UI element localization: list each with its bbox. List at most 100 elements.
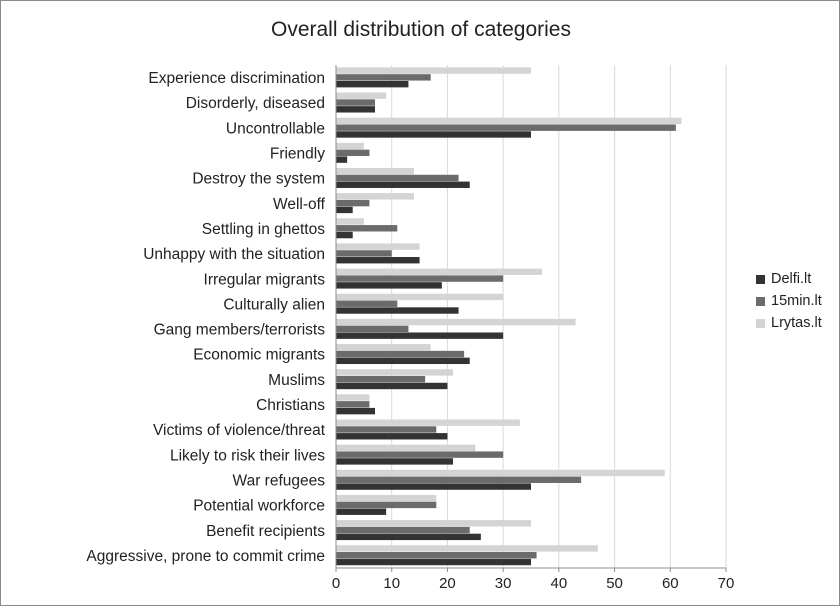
- category-label: Irregular migrants: [204, 271, 326, 288]
- bar-15min-lt-uncontrollable: [336, 124, 676, 131]
- bar-15min-lt-well-off: [336, 199, 370, 207]
- category-label: Settling in ghettos: [202, 221, 325, 238]
- bar-15min-lt-christians: [336, 401, 370, 408]
- legend-label: Delfi.lt: [771, 271, 812, 287]
- bar-15min-lt-unhappy-with-the-situation: [336, 250, 392, 257]
- bar-delfi-lt-potential-workforce: [336, 508, 387, 515]
- bar-delfi-lt-benefit-recipients: [336, 533, 481, 541]
- bar-15min-lt-irregular-migrants: [336, 275, 504, 282]
- bar-lrytas-lt-victims-of-violence-threat: [336, 419, 520, 426]
- bar-15min-lt-destroy-the-system: [336, 174, 459, 182]
- x-tick-label: 0: [332, 575, 340, 592]
- bars: [336, 67, 682, 566]
- bar-lrytas-lt-experience-discrimination: [336, 67, 531, 74]
- bar-delfi-lt-well-off: [336, 206, 353, 214]
- bar-delfi-lt-destroy-the-system: [336, 181, 470, 188]
- bar-delfi-lt-irregular-migrants: [336, 282, 442, 289]
- category-label: Uncontrollable: [226, 120, 325, 137]
- bar-lrytas-lt-benefit-recipients: [336, 520, 531, 527]
- x-tick-label: 30: [495, 575, 512, 592]
- x-tick-label: 10: [383, 575, 400, 592]
- category-label: Experience discrimination: [148, 70, 325, 87]
- category-labels: Experience discrimination Disorderly, dis…: [86, 70, 325, 565]
- bar-delfi-lt-war-refugees: [336, 483, 531, 490]
- x-tick-label: 50: [606, 575, 623, 592]
- legend-swatch: [756, 274, 765, 284]
- bar-15min-lt-disorderly-diseased: [336, 99, 375, 106]
- bar-15min-lt-benefit-recipients: [336, 526, 470, 534]
- bar-delfi-lt-settling-in-ghettos: [336, 231, 353, 239]
- bar-15min-lt-settling-in-ghettos: [336, 225, 398, 232]
- bar-15min-lt-likely-to-risk-their-lives: [336, 451, 504, 458]
- legend-label: 15min.lt: [771, 293, 822, 309]
- bar-delfi-lt-culturally-alien: [336, 307, 459, 314]
- bar-15min-lt-war-refugees: [336, 476, 582, 483]
- bar-lrytas-lt-uncontrollable: [336, 117, 682, 125]
- category-label: Muslims: [268, 372, 325, 389]
- bar-delfi-lt-disorderly-diseased: [336, 106, 375, 113]
- category-label: War refugees: [233, 472, 326, 489]
- bar-lrytas-lt-potential-workforce: [336, 494, 437, 502]
- bar-15min-lt-experience-discrimination: [336, 74, 431, 81]
- bar-15min-lt-potential-workforce: [336, 501, 437, 509]
- legend: Delfi.lt 15min.lt Lrytas.lt: [756, 268, 822, 334]
- x-tick-label: 60: [662, 575, 679, 592]
- bar-15min-lt-muslims: [336, 375, 426, 383]
- legend-label: Lrytas.lt: [771, 315, 822, 331]
- bar-delfi-lt-aggressive-prone-to-commit-crime: [336, 558, 531, 566]
- bar-delfi-lt-unhappy-with-the-situation: [336, 257, 420, 264]
- bar-lrytas-lt-gang-members-terrorists: [336, 318, 576, 326]
- bar-delfi-lt-friendly: [336, 156, 348, 163]
- bar-delfi-lt-experience-discrimination: [336, 80, 409, 88]
- bar-lrytas-lt-war-refugees: [336, 469, 665, 477]
- category-label: Well-off: [273, 196, 326, 213]
- bar-lrytas-lt-disorderly-diseased: [336, 92, 387, 99]
- bar-delfi-lt-likely-to-risk-their-lives: [336, 458, 453, 465]
- bar-delfi-lt-economic-migrants: [336, 357, 470, 365]
- bar-delfi-lt-christians: [336, 407, 375, 415]
- bar-15min-lt-culturally-alien: [336, 300, 398, 307]
- category-label: Economic migrants: [193, 347, 325, 364]
- category-label: Destroy the system: [192, 171, 325, 188]
- category-label: Victims of violence/threat: [153, 422, 326, 439]
- category-label: Potential workforce: [193, 498, 325, 515]
- bar-lrytas-lt-unhappy-with-the-situation: [336, 243, 420, 250]
- category-label: Gang members/terrorists: [154, 322, 326, 339]
- bar-lrytas-lt-irregular-migrants: [336, 268, 543, 275]
- category-label: Likely to risk their lives: [170, 447, 325, 464]
- legend-swatch: [756, 318, 765, 328]
- bar-lrytas-lt-culturally-alien: [336, 293, 504, 301]
- bar-lrytas-lt-aggressive-prone-to-commit-crime: [336, 545, 598, 552]
- gridlines: [391, 65, 727, 568]
- category-label: Christians: [256, 397, 325, 414]
- bar-lrytas-lt-likely-to-risk-their-lives: [336, 444, 476, 452]
- bar-15min-lt-victims-of-violence-threat: [336, 426, 437, 433]
- bar-lrytas-lt-well-off: [336, 193, 414, 200]
- category-label: Benefit recipients: [206, 523, 325, 540]
- bar-lrytas-lt-economic-migrants: [336, 344, 431, 351]
- bar-15min-lt-aggressive-prone-to-commit-crime: [336, 552, 537, 559]
- x-tick-label: 40: [551, 575, 568, 592]
- category-label: Culturally alien: [223, 296, 325, 313]
- bar-delfi-lt-victims-of-violence-threat: [336, 433, 448, 440]
- category-label: Unhappy with the situation: [143, 246, 325, 263]
- bar-15min-lt-friendly: [336, 149, 370, 157]
- bar-lrytas-lt-muslims: [336, 369, 453, 376]
- bar-lrytas-lt-friendly: [336, 142, 364, 150]
- bar-lrytas-lt-settling-in-ghettos: [336, 218, 364, 225]
- category-label: Disorderly, diseased: [186, 95, 325, 112]
- category-label: Aggressive, prone to commit crime: [86, 548, 325, 565]
- axes: 0 10 20 30 40 50 60 70: [332, 65, 735, 592]
- x-tick-label: 70: [718, 575, 735, 592]
- bar-delfi-lt-muslims: [336, 382, 448, 390]
- legend-item-lrytas-lt: Lrytas.lt: [756, 312, 822, 334]
- bar-delfi-lt-uncontrollable: [336, 131, 531, 138]
- legend-item-delfi-lt: Delfi.lt: [756, 268, 822, 290]
- chart-title: Overall distribution of categories: [271, 18, 571, 41]
- bar-15min-lt-gang-members-terrorists: [336, 325, 409, 333]
- bar-15min-lt-economic-migrants: [336, 350, 465, 358]
- x-tick-label: 20: [439, 575, 456, 592]
- bar-delfi-lt-gang-members-terrorists: [336, 332, 504, 339]
